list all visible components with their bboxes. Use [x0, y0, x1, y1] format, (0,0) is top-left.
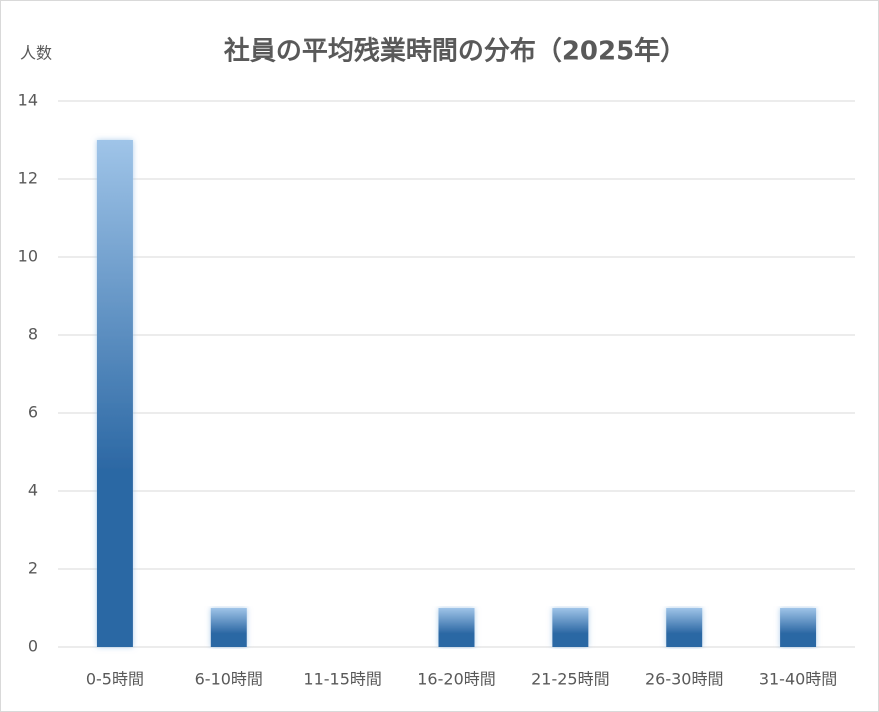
y-tick-label: 10 — [18, 247, 38, 266]
x-tick-label: 26-30時間 — [645, 670, 724, 689]
bar — [438, 608, 475, 647]
bar — [552, 608, 589, 647]
y-tick-label: 8 — [28, 325, 38, 344]
y-tick-label: 2 — [28, 559, 38, 578]
x-tick-label: 11-15時間 — [303, 670, 382, 689]
bar — [780, 608, 817, 647]
y-tick-label: 6 — [28, 403, 38, 422]
y-tick-label: 4 — [28, 481, 38, 500]
x-tick-label: 0-5時間 — [86, 670, 144, 689]
chart-title: 社員の平均残業時間の分布（2025年） — [224, 36, 686, 67]
x-tick-label: 31-40時間 — [759, 670, 838, 689]
y-tick-label: 14 — [18, 91, 38, 110]
y-tick-label: 12 — [18, 169, 38, 188]
bar — [210, 608, 247, 647]
x-tick-label: 6-10時間 — [195, 670, 263, 689]
x-tick-label: 21-25時間 — [531, 670, 610, 689]
bar — [666, 608, 703, 647]
y-axis-label: 人数 — [20, 44, 52, 63]
x-tick-label: 16-20時間 — [417, 670, 496, 689]
bar — [96, 140, 133, 647]
y-tick-label: 0 — [28, 637, 38, 656]
